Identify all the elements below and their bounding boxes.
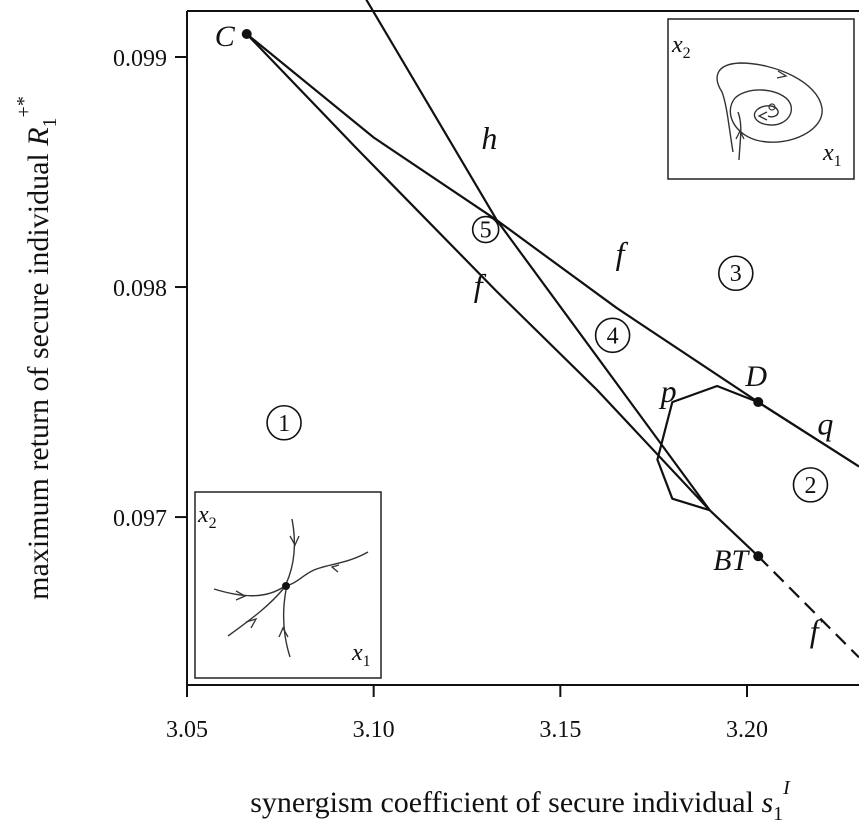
curve-label-f: f <box>616 235 629 271</box>
x-tick-label: 3.05 <box>166 717 208 743</box>
point-d-marker <box>753 397 764 408</box>
region-2-circle <box>792 467 829 503</box>
point-c-label: C <box>215 20 236 53</box>
curve-q-5 <box>757 401 859 468</box>
inset-top-right-arrow-1 <box>776 70 788 79</box>
y-tick-label: 0.098 <box>113 276 167 302</box>
region-1-label: 1 <box>278 411 290 437</box>
inset-bottom-left-arrow-2 <box>289 535 300 547</box>
region-1-circle <box>266 404 302 441</box>
region-4-circle <box>594 317 631 354</box>
inset-bottom-left-trajectory-5 <box>283 589 291 658</box>
curve-label-f: f <box>810 612 823 648</box>
x-tick-label: 3.10 <box>353 717 395 743</box>
curves-layer <box>241 0 859 659</box>
region-5-circle <box>471 215 500 244</box>
inset-top-right-ylabel: x2 <box>671 32 691 62</box>
inset-top-right-arrow-3 <box>735 129 745 140</box>
y-tick-label: 0.099 <box>113 46 167 72</box>
inset-top-right-frame <box>667 18 855 180</box>
inset-top-right-arrow-2 <box>757 111 768 121</box>
inset-top-right: x2 x1 <box>667 18 855 180</box>
inset-bottom-left-arrow-3 <box>330 564 340 573</box>
point-d-label: D <box>744 360 767 393</box>
inset-bottom-left-trajectory-2 <box>285 518 296 585</box>
inset-bottom-left-trajectory-3 <box>288 551 369 586</box>
inset-bottom-left-arrow-5 <box>278 626 289 638</box>
inset-bottom-left-equilibrium <box>282 582 290 590</box>
inset-top-right-xlabel: x1 <box>822 140 842 170</box>
inset-bottom-left-ylabel: x2 <box>197 502 217 532</box>
curve-label-f: f <box>474 267 487 303</box>
inset-bottom-left-trajectory-1 <box>213 585 286 597</box>
y-tick-label: 0.097 <box>113 506 167 532</box>
curve-label-h: h <box>481 120 497 156</box>
x-tick-label: 3.20 <box>726 717 768 743</box>
x-tick-label: 3.15 <box>539 717 581 743</box>
point-bt-label: BT <box>713 544 750 577</box>
inset-bottom-left-arrow-1 <box>235 590 247 601</box>
x-axis-title: synergism coefficient of secure individu… <box>250 777 791 825</box>
curve-f-1 <box>245 33 759 557</box>
curve-h-3 <box>365 0 711 511</box>
point-bt-marker <box>753 551 764 562</box>
region-5-label: 5 <box>480 218 492 244</box>
y-axis-title: maximum return of secure individual R1+* <box>13 96 61 600</box>
inset-bottom-left-arrow-4 <box>245 617 258 629</box>
region-3-circle <box>717 255 754 292</box>
inset-bottom-left-xlabel: x1 <box>351 640 371 670</box>
inset-top-right-focus <box>768 103 776 111</box>
ticks-layer: 3.05 3.10 3.15 3.20 0.097 0.098 0.099 <box>113 46 768 743</box>
curve-p-4 <box>656 384 759 512</box>
inset-bottom-left-trajectory-4 <box>227 587 285 637</box>
curve-f-2 <box>757 555 859 659</box>
region-2-label: 2 <box>804 473 816 499</box>
inset-top-right-spiral-orbit <box>716 62 823 153</box>
labels-layer: C D BT h f f p q f 1 2 3 4 5 <box>215 20 834 648</box>
curve-label-p: p <box>659 373 677 409</box>
curve-label-q: q <box>817 405 833 441</box>
region-4-label: 4 <box>607 323 619 349</box>
region-3-label: 3 <box>730 261 742 287</box>
inset-bottom-left: x2 x1 <box>194 491 382 679</box>
point-c-marker <box>241 29 252 40</box>
